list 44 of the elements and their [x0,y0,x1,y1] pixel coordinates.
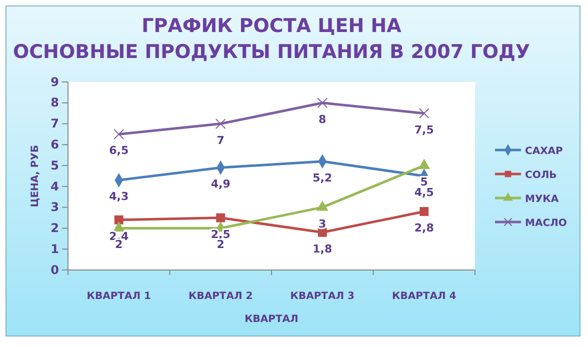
data-label: 4,9 [210,178,230,191]
legend-label: САХАР [525,146,563,157]
chart-title: ГРАФИК РОСТА ЦЕН НА ОСНОВНЫЕ ПРОДУКТЫ ПИТАНИЯ В 2007 ГОДУ [12,15,530,63]
data-label: 4,5 [414,186,434,199]
data-label: 2,8 [414,222,434,235]
x-tick-label: КВАРТАЛ 2 [188,291,253,302]
legend-label: МУКА [525,194,559,205]
point [418,108,430,119]
data-label: 1,8 [312,242,332,256]
legend-label: СОЛЬ [525,170,557,181]
point [114,128,124,140]
data-label: 6,5 [109,144,129,158]
data-label: 2,5 [210,228,230,241]
y-tick-label: 0 [50,262,59,277]
point [215,118,226,130]
point [316,200,328,211]
y-tick-label: 9 [50,74,59,89]
data-label: 2 [216,238,224,252]
point [420,207,429,216]
data-label: 5,2 [312,171,332,184]
y-tick-label: 2 [50,221,59,236]
y-tick-label: 4 [50,179,59,194]
y-tick-label: 5 [50,158,59,172]
point [216,213,226,222]
y-tick-label: 1 [50,242,59,256]
data-label: 3 [318,217,326,230]
y-axis-title: ЦЕНА, РУБ [30,144,41,208]
legend-label: МАСЛО [525,218,567,229]
y-tick-label: 7 [50,116,59,131]
data-label: 7,5 [414,123,434,136]
data-label: 8 [318,112,326,126]
point [114,215,124,224]
y-tick-label: 8 [50,96,59,110]
data-label: 7 [216,134,224,147]
point [318,228,327,237]
point [317,98,328,108]
x-tick-label: КВАРТАЛ 4 [392,291,456,302]
data-label: 4,3 [109,190,129,204]
y-tick-label: 6 [50,138,59,152]
x-tick-label: КВАРТАЛ 3 [290,291,354,302]
x-axis-title: КВАРТАЛ [244,314,298,325]
point [112,221,125,232]
x-tick-label: КВАРТАЛ 1 [86,291,151,302]
y-tick-label: 3 [50,200,59,214]
